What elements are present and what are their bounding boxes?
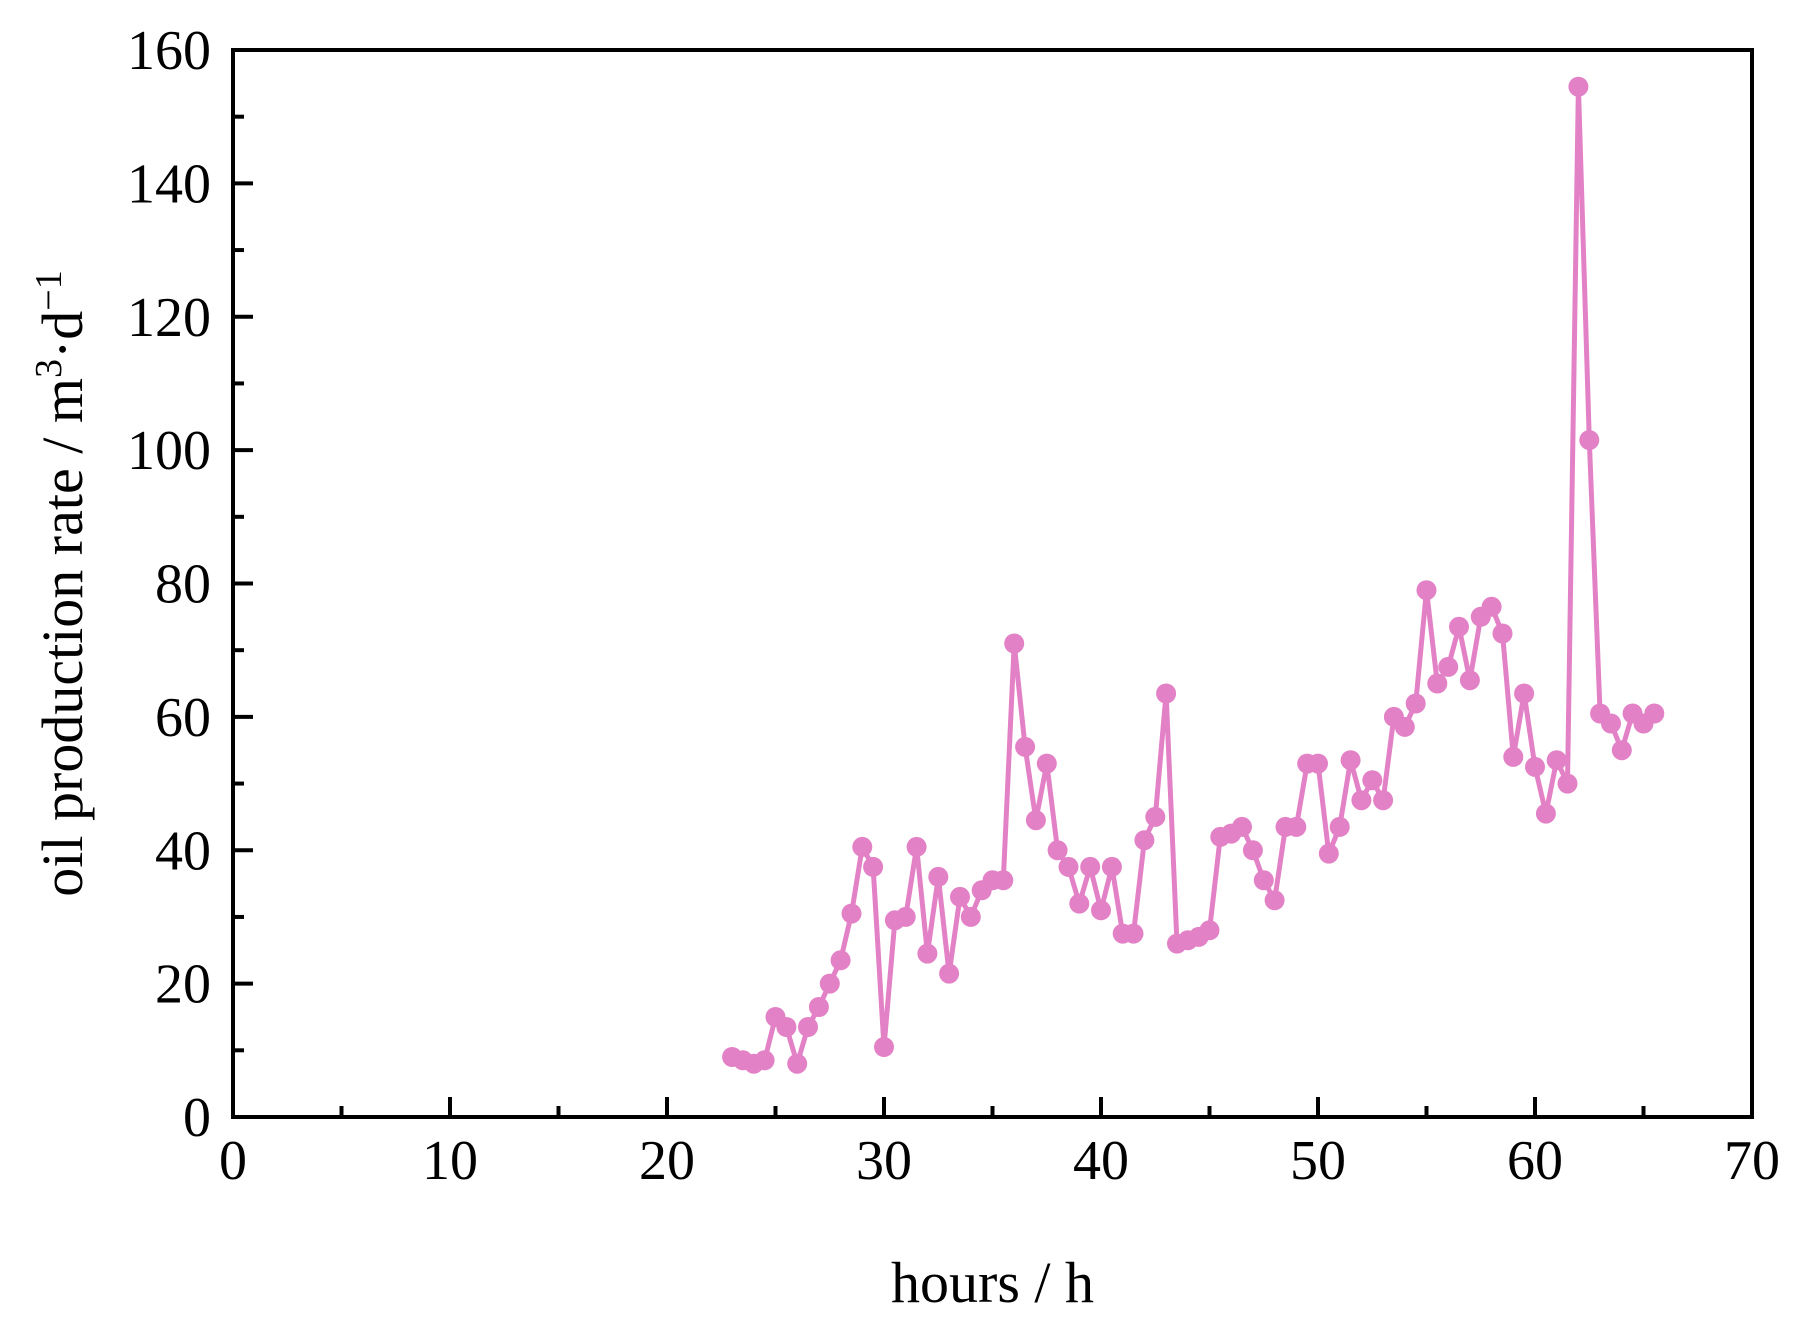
- x-tick-label: 40: [1073, 1130, 1129, 1192]
- data-point: [1416, 580, 1437, 601]
- data-point: [1340, 750, 1361, 771]
- data-point: [1123, 923, 1144, 944]
- x-tick-label: 50: [1290, 1130, 1346, 1192]
- y-tick-label: 80: [155, 554, 211, 616]
- y-tick-label: 140: [127, 153, 211, 215]
- y-tick-label: 60: [155, 687, 211, 749]
- data-point: [863, 856, 884, 877]
- x-tick-label: 30: [856, 1130, 912, 1192]
- data-point: [1362, 770, 1383, 791]
- x-tick-label: 10: [422, 1130, 478, 1192]
- data-point: [928, 866, 949, 887]
- data-series: [722, 76, 1665, 1074]
- y-tick-label: 120: [127, 287, 211, 349]
- data-point: [939, 963, 960, 984]
- y-axis-title-sup-3: 3: [28, 359, 70, 378]
- data-point: [1525, 756, 1545, 777]
- data-point: [1264, 890, 1285, 911]
- data-point: [1318, 843, 1339, 864]
- data-point: [1481, 596, 1502, 617]
- data-point: [1253, 870, 1274, 891]
- data-point: [1535, 803, 1556, 824]
- data-point: [1427, 673, 1448, 694]
- data-point: [1232, 816, 1252, 837]
- x-tick-labels: 0 10 20 30 40 50 60 70: [219, 1130, 1780, 1192]
- data-point: [1503, 746, 1524, 767]
- data-point: [776, 1017, 797, 1037]
- data-point: [1568, 76, 1589, 97]
- data-point: [1004, 633, 1025, 654]
- data-point: [1492, 623, 1513, 644]
- y-tick-label: 160: [127, 20, 211, 82]
- data-point: [1242, 840, 1263, 861]
- axis-ticks: [231, 48, 1754, 1119]
- data-point: [1351, 790, 1372, 811]
- data-point: [917, 943, 938, 964]
- data-point: [1438, 656, 1459, 677]
- data-point: [1308, 753, 1328, 774]
- data-point: [1546, 750, 1567, 771]
- plot-frame: [231, 48, 1754, 1119]
- data-point: [993, 870, 1014, 891]
- data-point: [1286, 816, 1307, 837]
- data-point: [1091, 900, 1111, 921]
- y-tick-label: 40: [155, 820, 211, 882]
- x-axis-title: hours / h: [891, 1250, 1094, 1315]
- y-tick-label: 0: [183, 1087, 211, 1149]
- data-point: [754, 1050, 775, 1071]
- data-point: [1601, 713, 1621, 734]
- data-point: [1015, 736, 1036, 757]
- data-point: [895, 906, 916, 927]
- data-point: [808, 997, 829, 1017]
- data-point: [1080, 856, 1101, 877]
- data-point: [874, 1037, 894, 1057]
- x-tick-label: 60: [1507, 1130, 1563, 1192]
- data-point: [1101, 856, 1122, 877]
- x-tick-label: 70: [1724, 1130, 1780, 1192]
- y-tick-labels: 0 20 40 60 80 100 120 140 160: [127, 20, 211, 1149]
- series-line: [731, 84, 1656, 1067]
- data-point: [1036, 753, 1057, 774]
- data-point: [1394, 716, 1415, 737]
- data-point: [852, 836, 873, 857]
- y-axis-title: oil production rate / m3·d−1: [28, 270, 95, 896]
- data-point: [1156, 683, 1177, 704]
- y-axis-title-main: oil production rate / m: [30, 378, 95, 897]
- data-point: [830, 950, 851, 971]
- data-point: [1373, 790, 1394, 811]
- y-tick-label: 20: [155, 954, 211, 1016]
- y-axis-title-mid: ·d: [30, 311, 95, 359]
- data-point: [1329, 816, 1350, 837]
- data-point: [960, 906, 981, 927]
- y-axis-title-sup-minus-one: −1: [28, 270, 70, 310]
- data-point: [1134, 830, 1155, 851]
- data-point: [1199, 920, 1220, 941]
- data-point: [1069, 893, 1090, 914]
- data-point: [1514, 683, 1535, 704]
- data-point: [1405, 693, 1426, 714]
- data-point: [1145, 806, 1166, 827]
- data-point: [950, 886, 970, 907]
- data-point: [1557, 773, 1578, 794]
- data-point: [1449, 616, 1469, 637]
- data-point: [1058, 856, 1079, 877]
- data-point: [1459, 670, 1480, 691]
- data-point: [906, 836, 927, 857]
- x-tick-label: 20: [639, 1130, 695, 1192]
- x-tick-label: 0: [219, 1130, 247, 1192]
- data-point: [819, 973, 840, 994]
- data-point: [1025, 810, 1046, 831]
- data-point: [841, 903, 862, 924]
- data-point: [1579, 430, 1600, 451]
- y-tick-label: 100: [127, 420, 211, 482]
- data-point: [798, 1017, 818, 1037]
- data-point: [1644, 703, 1665, 724]
- data-point: [1047, 840, 1068, 861]
- data-point: [1611, 740, 1632, 761]
- data-point: [787, 1053, 808, 1074]
